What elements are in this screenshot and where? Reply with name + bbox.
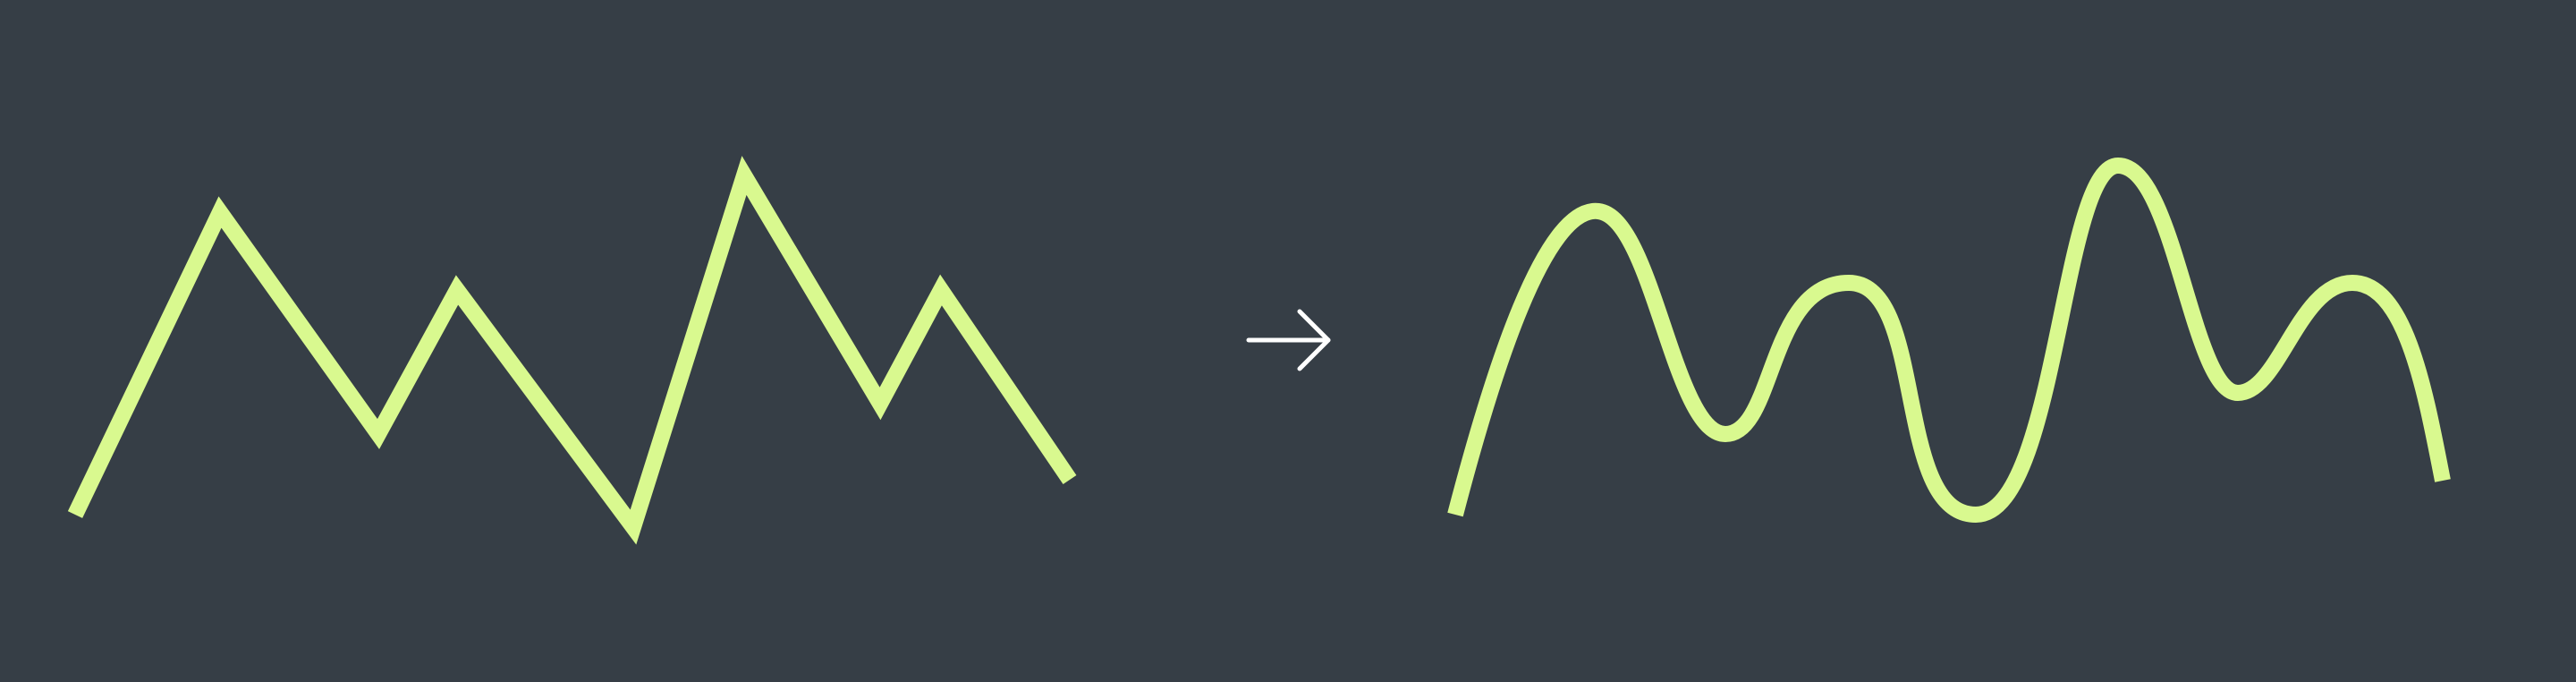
arrow-right-icon: [1246, 309, 1331, 371]
smoothed-curve: [1447, 158, 2451, 523]
jagged-polyline: [67, 156, 1077, 545]
